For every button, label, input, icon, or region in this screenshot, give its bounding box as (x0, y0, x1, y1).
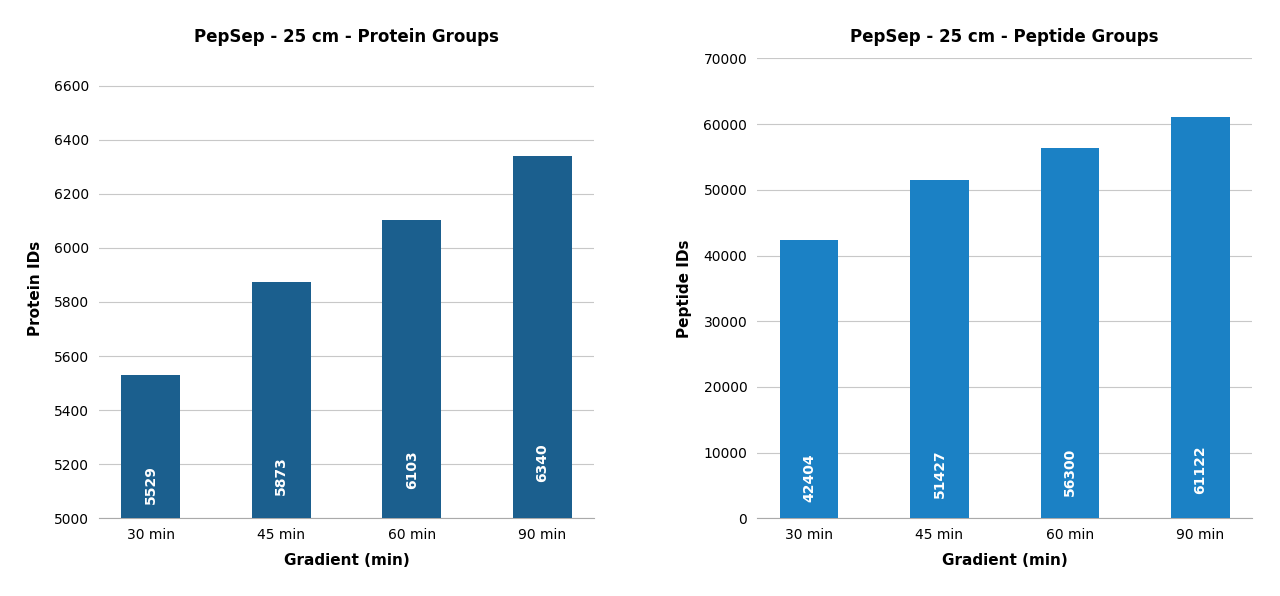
Bar (383, 220, 442, 596)
Y-axis label: Peptide IDs: Peptide IDs (677, 239, 692, 338)
Bar (122, 375, 180, 596)
Bar (1041, 148, 1100, 519)
Title: PepSep - 25 cm - Peptide Groups: PepSep - 25 cm - Peptide Groups (850, 28, 1158, 46)
Text: 51427: 51427 (932, 449, 946, 498)
Title: PepSep - 25 cm - Protein Groups: PepSep - 25 cm - Protein Groups (195, 28, 499, 46)
Text: 6340: 6340 (535, 443, 549, 482)
Y-axis label: Protein IDs: Protein IDs (28, 241, 42, 336)
Text: 56300: 56300 (1062, 448, 1076, 496)
Bar (252, 282, 311, 596)
Text: 5873: 5873 (274, 456, 288, 495)
Text: 5529: 5529 (143, 465, 157, 504)
Text: 42404: 42404 (803, 453, 815, 502)
X-axis label: Gradient (min): Gradient (min) (284, 553, 410, 568)
Text: 6103: 6103 (404, 450, 419, 489)
Text: 61122: 61122 (1193, 446, 1207, 494)
Bar (1171, 117, 1230, 519)
Bar (910, 181, 969, 519)
X-axis label: Gradient (min): Gradient (min) (942, 553, 1068, 568)
Bar (780, 240, 838, 519)
Bar (513, 156, 571, 596)
